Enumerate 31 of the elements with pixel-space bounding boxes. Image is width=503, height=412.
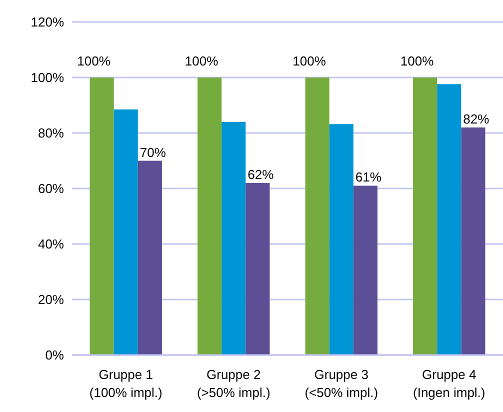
bar	[246, 182, 270, 355]
data-label: 100%	[77, 54, 111, 68]
y-tick-label: 0%	[45, 348, 64, 363]
bar	[305, 78, 330, 355]
x-tick-label: Gruppe 4 (Ingen impl.)	[413, 367, 486, 400]
bar	[353, 186, 378, 355]
y-tick-label: 20%	[38, 292, 64, 308]
bar	[138, 160, 162, 355]
x-tick-label: Gruppe 3 (<50% impl.)	[304, 367, 378, 400]
bar	[198, 78, 222, 355]
y-tick-label: 60%	[38, 181, 64, 196]
y-tick-label: 80%	[38, 126, 64, 141]
y-tick-label: 120%	[30, 14, 64, 30]
data-label: 100%	[184, 54, 219, 68]
x-tick-label: Gruppe 2 (>50% impl.)	[196, 367, 270, 400]
bar	[222, 122, 246, 355]
y-tick-label: 100%	[30, 70, 64, 86]
data-label: 82%	[463, 111, 490, 126]
data-label: 100%	[400, 54, 434, 68]
data-label: 70%	[140, 144, 166, 160]
data-label: 61%	[355, 170, 382, 185]
bar	[437, 84, 462, 355]
bar	[329, 124, 354, 355]
x-tick-label: Gruppe 1 (100% impl.)	[89, 367, 162, 400]
bar	[413, 78, 438, 355]
bar	[114, 109, 138, 355]
data-label: 100%	[292, 54, 326, 68]
bar	[461, 127, 486, 355]
data-label: 62%	[248, 166, 274, 182]
y-tick-label: 40%	[38, 236, 64, 252]
bar	[90, 78, 114, 355]
